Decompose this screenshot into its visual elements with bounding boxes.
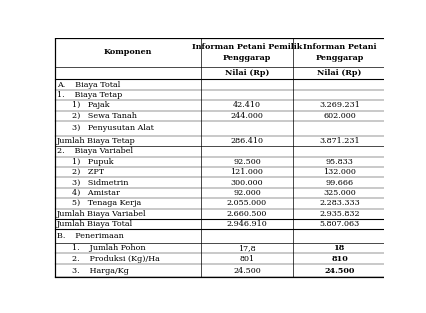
- Text: Komponen: Komponen: [104, 48, 152, 56]
- Text: Jumlah Biaya Total: Jumlah Biaya Total: [57, 220, 133, 228]
- Text: 3.    Harga/Kg: 3. Harga/Kg: [57, 267, 129, 275]
- Text: 1.    Biaya Tetap: 1. Biaya Tetap: [57, 91, 122, 99]
- Text: 300.000: 300.000: [230, 179, 263, 187]
- Text: 42.410: 42.410: [233, 101, 260, 110]
- Text: 2)   ZPT: 2) ZPT: [57, 168, 104, 176]
- Text: 2.    Produksi (Kg)/Ha: 2. Produksi (Kg)/Ha: [57, 254, 159, 263]
- Text: 602.000: 602.000: [322, 112, 355, 120]
- Text: Jumlah Biaya Tetap: Jumlah Biaya Tetap: [57, 137, 135, 145]
- Text: 2.935.832: 2.935.832: [319, 210, 359, 218]
- Text: 3.871.231: 3.871.231: [319, 137, 359, 145]
- Text: 2.    Biaya Variabel: 2. Biaya Variabel: [57, 147, 133, 155]
- Text: 24.500: 24.500: [324, 267, 354, 275]
- Text: Nilai (Rp): Nilai (Rp): [224, 69, 268, 77]
- Text: Nilai (Rp): Nilai (Rp): [317, 69, 361, 77]
- Text: 810: 810: [331, 254, 347, 263]
- Text: 244.000: 244.000: [230, 112, 263, 120]
- Text: 1.    Jumlah Pohon: 1. Jumlah Pohon: [57, 244, 145, 252]
- Text: 2.660.500: 2.660.500: [226, 210, 267, 218]
- Text: Informan Petani Pemilik
Penggarap: Informan Petani Pemilik Penggarap: [191, 43, 301, 61]
- Text: 2.055.000: 2.055.000: [226, 199, 266, 208]
- Text: 2)   Sewa Tanah: 2) Sewa Tanah: [57, 112, 137, 120]
- Text: 325.000: 325.000: [322, 189, 355, 197]
- Text: 2.946.910: 2.946.910: [226, 220, 267, 228]
- Text: 3.269.231: 3.269.231: [319, 101, 359, 110]
- Text: 18: 18: [333, 244, 345, 252]
- Text: 24.500: 24.500: [233, 267, 260, 275]
- Text: 92.500: 92.500: [233, 158, 260, 166]
- Text: Informan Petani
Penggarap: Informan Petani Penggarap: [302, 43, 375, 61]
- Text: 5)   Tenaga Kerja: 5) Tenaga Kerja: [57, 199, 141, 208]
- Text: 4)   Amistar: 4) Amistar: [57, 189, 120, 197]
- Text: Jumlah Biaya Variabel: Jumlah Biaya Variabel: [57, 210, 146, 218]
- Text: 121.000: 121.000: [230, 168, 263, 176]
- Text: B.    Penerimaan: B. Penerimaan: [57, 232, 124, 240]
- Text: 132.000: 132.000: [322, 168, 355, 176]
- Text: 92.000: 92.000: [233, 189, 260, 197]
- Text: 286.410: 286.410: [230, 137, 263, 145]
- Text: 17,8: 17,8: [238, 244, 255, 252]
- Text: 1)   Pupuk: 1) Pupuk: [57, 158, 113, 166]
- Text: 1)   Pajak: 1) Pajak: [57, 101, 109, 110]
- Text: 801: 801: [239, 254, 254, 263]
- Text: 95.833: 95.833: [325, 158, 353, 166]
- Text: 2.283.333: 2.283.333: [319, 199, 359, 208]
- Text: 3)   Penyusutan Alat: 3) Penyusutan Alat: [57, 124, 153, 132]
- Text: 5.807.063: 5.807.063: [319, 220, 359, 228]
- Text: 3)   Sidmetrin: 3) Sidmetrin: [57, 179, 128, 187]
- Text: 99.666: 99.666: [325, 179, 353, 187]
- Text: A.    Biaya Total: A. Biaya Total: [57, 81, 120, 89]
